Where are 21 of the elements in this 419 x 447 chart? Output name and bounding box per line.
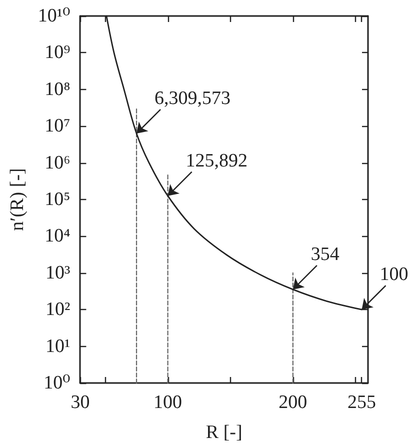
y-axis-title: n′(R) [-] [7, 168, 28, 231]
x-axis-title: R [-] [206, 422, 242, 443]
y-tick-label: 10⁵ [44, 189, 70, 210]
x-tick-label: 30 [70, 392, 90, 413]
y-tick-label: 10⁷ [44, 116, 70, 137]
x-tick-label: 255 [347, 392, 376, 413]
y-tick-label: 10⁶ [44, 152, 70, 174]
x-tick-label: 100 [154, 392, 182, 413]
y-tick-label: 10⁹ [44, 42, 71, 64]
y-tick-label: 10⁴ [44, 226, 71, 247]
y-tick-label: 10² [46, 299, 71, 320]
annotation: 100 [380, 264, 408, 286]
y-tick-label: 10¹ [46, 336, 71, 357]
x-tick-label: 200 [278, 392, 308, 413]
annotation: 125,892 [186, 150, 248, 172]
annotation: 6,309,573 [154, 88, 231, 109]
y-tick-label: 10⁰ [44, 372, 71, 394]
annotation: 354 [310, 244, 340, 265]
y-tick-label: 10¹⁰ [38, 6, 71, 26]
y-tick-label: 10³ [46, 262, 71, 284]
y-tick-label: 10⁸ [44, 78, 70, 100]
